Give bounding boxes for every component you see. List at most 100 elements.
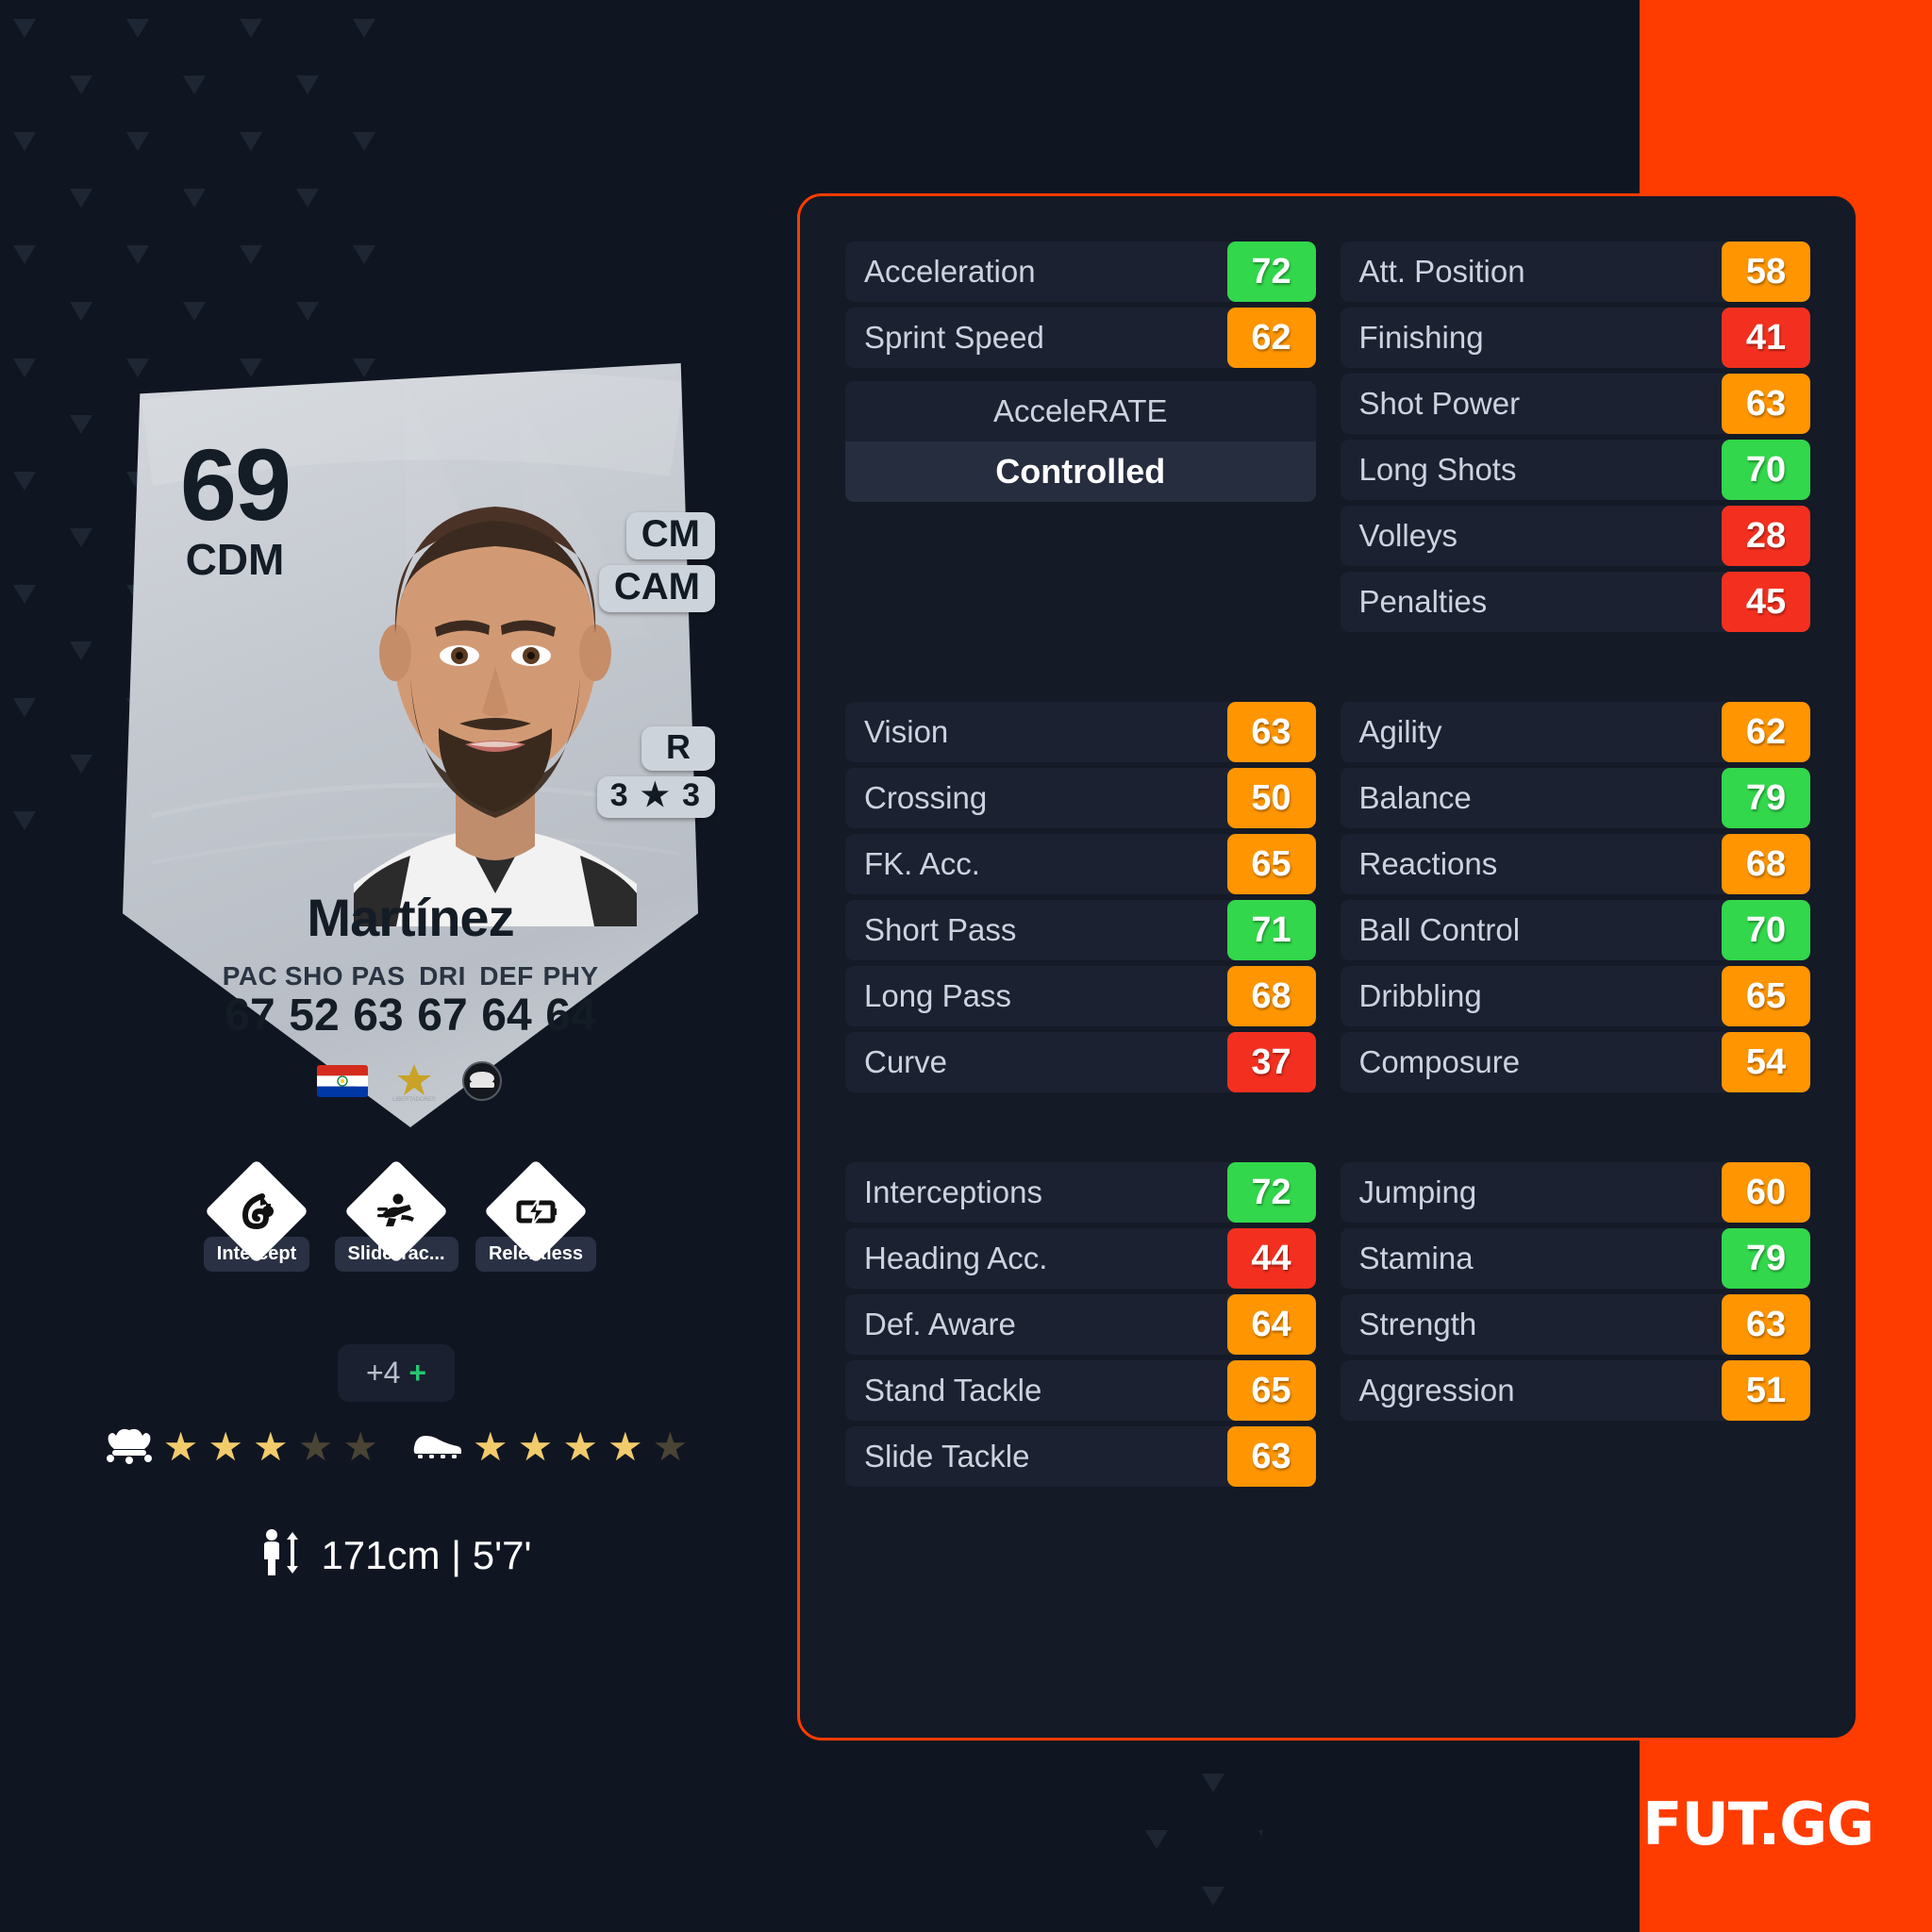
stat-label: Strength [1358,1307,1477,1341]
face-stat-value: 64 [481,991,532,1041]
height-text: 171cm | 5'7' [321,1532,532,1577]
weak-foot-rating: ★ ★ ★ ★ ★ [410,1424,688,1469]
stat-row[interactable]: Finishing 41 [1340,308,1810,368]
skill-star-5: ★ [342,1424,378,1469]
stat-label: Finishing [1358,320,1484,355]
stat-label: Acceleration [864,254,1036,289]
stat-label: Balance [1358,780,1472,815]
weakfoot-star-3: ★ [562,1424,598,1469]
card-face-stats: PAC 67 SHO 52 PAS 63 DRI 67 [123,961,698,1039]
football-boot-icon [410,1428,463,1465]
stat-label: Ball Control [1358,912,1521,947]
stat-label: Vision [864,714,949,749]
stat-row[interactable]: FK. Acc. 65 [845,834,1316,894]
stat-row[interactable]: Long Shots 70 [1340,440,1810,500]
height-row: 171cm | 5'7' [0,1528,792,1582]
defending-column: Interceptions 72 Heading Acc. 44 Def. Aw… [845,1162,1316,1487]
face-stat-value: 52 [289,991,340,1041]
stat-row[interactable]: Heading Acc. 44 [845,1228,1316,1289]
stat-row[interactable]: Long Pass 68 [845,966,1316,1026]
physical-column: Jumping 60 Stamina 79 Strength 63 Aggres… [1340,1162,1810,1487]
player-card[interactable]: 69 CDM [123,363,715,1127]
stat-row[interactable]: Agility 62 [1340,702,1810,762]
stat-row[interactable]: Crossing 50 [845,768,1316,828]
stat-row[interactable]: Def. Aware 64 [845,1294,1316,1355]
playstyle-intercept[interactable]: Intercept [200,1158,313,1272]
face-stat-def: DEF 64 [475,961,539,1039]
stat-row[interactable]: Ball Control 70 [1340,900,1810,960]
face-stat-key: PAC [222,961,278,991]
stat-value: 65 [1722,966,1810,1026]
stat-value: 71 [1226,900,1316,960]
stat-label: Penalties [1358,584,1488,619]
alt-position-0[interactable]: CM [625,512,715,559]
extra-playstyles-count: +4 [365,1356,401,1390]
stat-row[interactable]: Sprint Speed 62 [845,308,1316,368]
extra-playstyles-badge[interactable]: +4 + [337,1344,456,1402]
stat-row[interactable]: Short Pass 71 [845,900,1316,960]
stat-label: Long Pass [864,978,1011,1013]
stat-row[interactable]: Jumping 60 [1340,1162,1810,1223]
conmebol-libertadores-logo-icon: LIBERTADORES [392,1059,436,1103]
stat-value: 44 [1226,1228,1316,1289]
slide-tackle-icon [343,1158,449,1264]
stat-group-pace-shooting: Acceleration 72 Sprint Speed 62 AcceleRA… [845,242,1810,632]
ratings-row: ★ ★ ★ ★ ★ ★ ★ ★ ★ [0,1424,792,1469]
playstyle-relentless[interactable]: Relentless [475,1158,597,1272]
face-stat-value: 63 [353,991,404,1041]
club-crest-icon [460,1059,504,1103]
stat-label: Stamina [1358,1241,1474,1275]
svg-text:LIBERTADORES: LIBERTADORES [392,1097,436,1103]
overall-rating: 69 [179,427,291,541]
dribbling-column: Agility 62 Balance 79 Reactions 68 Ball … [1340,702,1810,1092]
stat-value: 63 [1226,1426,1316,1487]
stat-row[interactable]: Att. Position 58 [1340,242,1810,302]
stat-value: 54 [1722,1032,1810,1092]
stat-row[interactable]: Penalties 45 [1340,572,1810,632]
stat-label: Def. Aware [864,1307,1016,1341]
stat-row[interactable]: Stand Tackle 65 [845,1360,1316,1421]
stat-row[interactable]: Vision 63 [845,702,1316,762]
stat-row[interactable]: Shot Power 63 [1340,374,1810,434]
stat-value: 63 [1226,702,1316,762]
stat-row[interactable]: Slide Tackle 63 [845,1426,1316,1487]
height-measure-icon [260,1528,304,1582]
stat-row[interactable]: Reactions 68 [1340,834,1810,894]
stat-label: Slide Tackle [864,1439,1030,1474]
stat-label: Shot Power [1358,386,1521,421]
group-spacer [845,1092,1810,1162]
face-stat-key: DRI [419,961,466,991]
stat-value: 37 [1226,1032,1316,1092]
stat-row[interactable]: Acceleration 72 [845,242,1316,302]
stat-value: 68 [1226,966,1316,1026]
stat-label: Att. Position [1358,254,1525,289]
stat-row[interactable]: Composure 54 [1340,1032,1810,1092]
alt-position-1[interactable]: CAM [598,565,715,612]
stat-row[interactable]: Balance 79 [1340,768,1810,828]
player-portrait [297,412,693,926]
stat-label: Short Pass [864,912,1017,947]
stat-row[interactable]: Curve 37 [845,1032,1316,1092]
stat-row[interactable]: Aggression 51 [1340,1360,1810,1421]
stat-value: 41 [1722,308,1810,368]
stat-row[interactable]: Interceptions 72 [845,1162,1316,1223]
weakfoot-star-4: ★ [607,1424,643,1469]
face-stat-value: 67 [417,991,468,1041]
primary-position: CDM [185,535,285,585]
face-stat-dri: DRI 67 [410,961,475,1039]
stat-label: Curve [864,1044,948,1079]
playstyle-slide-tackle[interactable]: Slide Tac... [334,1158,458,1272]
stat-row[interactable]: Stamina 79 [1340,1228,1810,1289]
stat-row[interactable]: Dribbling 65 [1340,966,1810,1026]
stat-value: 72 [1226,1162,1316,1223]
accelerate-value: Controlled [845,441,1316,502]
stat-label: Volleys [1358,518,1458,553]
stat-row[interactable]: Volleys 28 [1340,506,1810,566]
stat-value: 65 [1226,834,1316,894]
stat-label: Long Shots [1358,452,1517,487]
stat-row[interactable]: Strength 63 [1340,1294,1810,1355]
stat-group-passing-dribbling: Vision 63 Crossing 50 FK. Acc. 65 Short … [845,702,1810,1092]
stat-value: 65 [1226,1360,1316,1421]
stat-label: Aggression [1358,1373,1515,1407]
